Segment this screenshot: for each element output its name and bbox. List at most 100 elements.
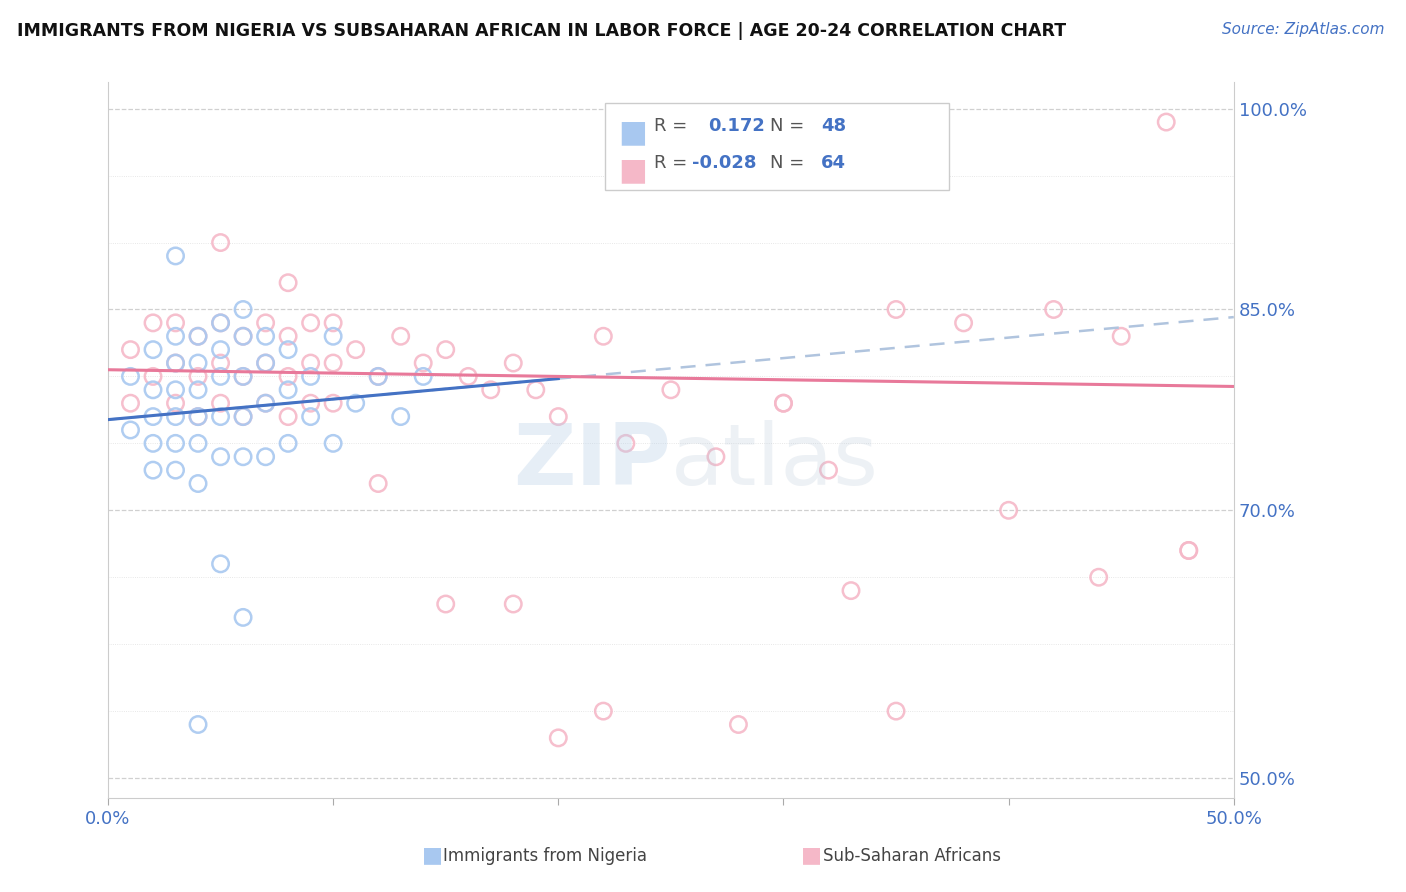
Point xyxy=(142,383,165,397)
Point xyxy=(1177,543,1199,558)
Point xyxy=(412,369,434,384)
Point xyxy=(142,343,165,357)
Point xyxy=(187,436,209,450)
Point xyxy=(322,329,344,343)
Point xyxy=(502,356,524,370)
Point xyxy=(322,356,344,370)
Point xyxy=(187,383,209,397)
Point xyxy=(277,329,299,343)
Point xyxy=(817,463,839,477)
Text: Immigrants from Nigeria: Immigrants from Nigeria xyxy=(443,847,647,865)
Point xyxy=(209,316,232,330)
Point xyxy=(254,356,277,370)
Point xyxy=(187,329,209,343)
Point xyxy=(209,409,232,424)
Point xyxy=(232,409,254,424)
Point xyxy=(412,356,434,370)
Point xyxy=(772,396,794,410)
Point xyxy=(142,409,165,424)
Point xyxy=(367,369,389,384)
Point xyxy=(209,235,232,250)
Text: 0.172: 0.172 xyxy=(709,117,765,135)
Point xyxy=(254,316,277,330)
Point xyxy=(547,731,569,745)
Text: Sub-Saharan Africans: Sub-Saharan Africans xyxy=(823,847,1001,865)
Point xyxy=(839,583,862,598)
Point xyxy=(322,316,344,330)
Point xyxy=(232,329,254,343)
Text: R =: R = xyxy=(654,154,693,172)
Text: 64: 64 xyxy=(821,154,846,172)
Point xyxy=(524,383,547,397)
Point xyxy=(209,343,232,357)
Point xyxy=(232,450,254,464)
Point xyxy=(322,436,344,450)
Point xyxy=(209,450,232,464)
Point xyxy=(142,316,165,330)
Point xyxy=(1042,302,1064,317)
Text: N =: N = xyxy=(770,117,810,135)
Text: atlas: atlas xyxy=(671,420,879,503)
Point xyxy=(1087,570,1109,584)
Point xyxy=(502,597,524,611)
Point xyxy=(659,383,682,397)
Point xyxy=(142,436,165,450)
Point xyxy=(727,717,749,731)
Text: ■: ■ xyxy=(422,846,443,865)
Point xyxy=(592,704,614,718)
Point xyxy=(165,383,187,397)
Text: ■: ■ xyxy=(801,846,823,865)
Point xyxy=(1109,329,1132,343)
Point xyxy=(209,396,232,410)
Point xyxy=(209,356,232,370)
Point xyxy=(232,369,254,384)
Text: -0.028: -0.028 xyxy=(692,154,756,172)
Point xyxy=(120,396,142,410)
Point xyxy=(277,343,299,357)
Text: IMMIGRANTS FROM NIGERIA VS SUBSAHARAN AFRICAN IN LABOR FORCE | AGE 20-24 CORRELA: IMMIGRANTS FROM NIGERIA VS SUBSAHARAN AF… xyxy=(17,22,1066,40)
Point xyxy=(434,343,457,357)
Point xyxy=(299,356,322,370)
Point xyxy=(187,717,209,731)
Point xyxy=(142,369,165,384)
Point xyxy=(884,704,907,718)
Point xyxy=(772,396,794,410)
Point xyxy=(232,302,254,317)
Point xyxy=(165,356,187,370)
Text: R =: R = xyxy=(654,117,693,135)
Point xyxy=(254,450,277,464)
Point xyxy=(142,463,165,477)
Text: Source: ZipAtlas.com: Source: ZipAtlas.com xyxy=(1222,22,1385,37)
Point xyxy=(434,597,457,611)
Text: ■: ■ xyxy=(619,156,648,186)
Point xyxy=(187,369,209,384)
Point xyxy=(187,409,209,424)
Point xyxy=(344,343,367,357)
Point xyxy=(322,396,344,410)
Point xyxy=(952,316,974,330)
Point xyxy=(209,316,232,330)
Point xyxy=(1154,115,1177,129)
Point xyxy=(120,423,142,437)
Point xyxy=(299,396,322,410)
Point xyxy=(120,369,142,384)
Point xyxy=(165,409,187,424)
Point xyxy=(277,276,299,290)
Text: ZIP: ZIP xyxy=(513,420,671,503)
Point xyxy=(277,369,299,384)
Point xyxy=(254,396,277,410)
Point xyxy=(299,409,322,424)
Point xyxy=(389,329,412,343)
Point xyxy=(165,356,187,370)
Point xyxy=(704,450,727,464)
Point xyxy=(997,503,1019,517)
Point xyxy=(209,369,232,384)
Point xyxy=(344,396,367,410)
Point xyxy=(187,356,209,370)
Point xyxy=(614,436,637,450)
Point xyxy=(479,383,502,397)
Point xyxy=(277,409,299,424)
Point xyxy=(209,557,232,571)
Point xyxy=(277,436,299,450)
Point xyxy=(277,383,299,397)
